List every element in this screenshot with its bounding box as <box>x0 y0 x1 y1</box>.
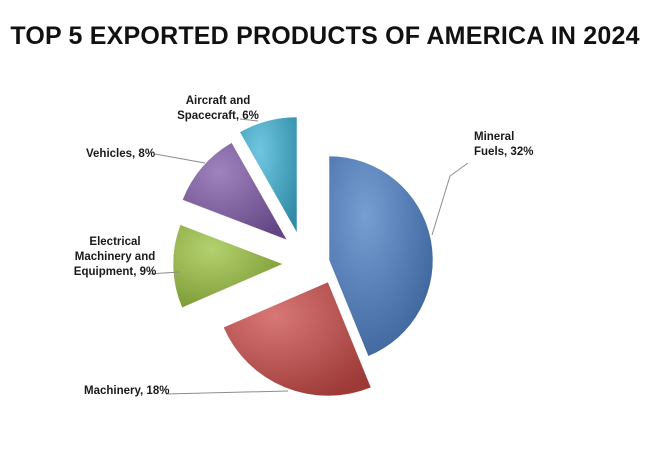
slice-label-line: Mineral <box>474 131 514 143</box>
leader-line-4 <box>154 153 206 164</box>
slice-label-mineral-fuels: Mineral Fuels, 32% <box>474 131 533 158</box>
slice-label-line: Equipment, 9% <box>74 266 156 278</box>
leader-line-5 <box>239 118 259 122</box>
slice-label-line: Machinery and <box>75 251 156 263</box>
slice-label-line: Machinery, 18% <box>84 385 169 397</box>
slice-label-machinery: Machinery, 18% <box>84 385 169 397</box>
slice-label-line: Aircraft and <box>186 95 251 107</box>
pie-slices <box>172 116 434 397</box>
pie-slice-electrical-machinery-and-equipment <box>172 224 284 309</box>
chart-title: TOP 5 EXPORTED PRODUCTS OF AMERICA IN 20… <box>10 22 640 50</box>
slice-label-line: Fuels, 32% <box>474 146 533 158</box>
leader-line-2 <box>165 390 289 395</box>
slice-label-line: Vehicles, 8% <box>86 148 155 160</box>
pie-slice-vehicles <box>182 142 288 241</box>
slice-label-line: Spacecraft, 6% <box>177 110 259 122</box>
pie-slice-machinery <box>223 281 372 397</box>
leader-line-1 <box>431 162 469 236</box>
slice-label-vehicles: Vehicles, 8% <box>86 148 155 160</box>
pie-slice-mineral-fuels <box>328 155 434 357</box>
pie-slice-aircraft-and-spacecraft <box>239 116 298 234</box>
slice-label-aircraft-and-spacecraft: Aircraft and Spacecraft, 6% <box>177 95 259 122</box>
slice-labels: Mineral Fuels, 32% Machinery, 18% Electrica… <box>74 95 534 397</box>
slice-label-line: Electrical <box>89 236 140 248</box>
leader-line-3 <box>147 271 181 275</box>
slice-label-electrical-machinery-and-equipment: Electrical Machinery and Equipment, 9% <box>74 236 156 278</box>
leader-lines <box>147 118 469 395</box>
